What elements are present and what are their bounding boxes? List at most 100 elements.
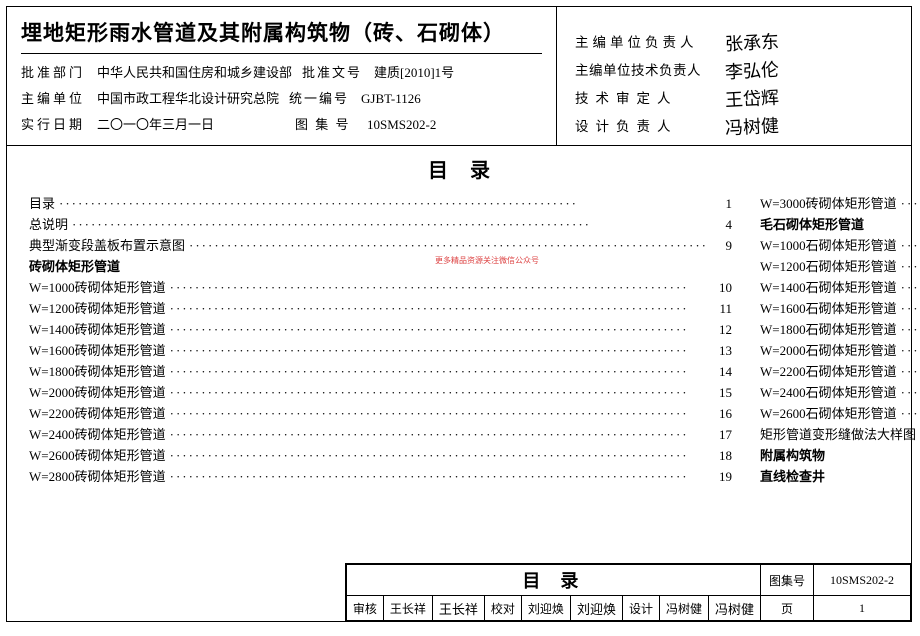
review-label: 审核	[346, 596, 383, 621]
toc-leader	[170, 340, 708, 361]
toc-leader	[901, 298, 920, 319]
date-label: 实行日期	[21, 112, 93, 138]
toc-label: W=3000砖砌体矩形管道	[760, 193, 897, 214]
toc-label: W=2000石砌体矩形管道	[760, 340, 897, 361]
toc-label: W=2000砖砌体矩形管道	[29, 382, 166, 403]
toc-row: W=1600石砌体矩形管道24	[760, 298, 920, 319]
header-right: 主编单位负责人 张承东 主编单位技术负责人 李弘伦 技术审定人 王岱辉 设计负责…	[557, 7, 911, 145]
toc-row: 直线检查井	[760, 466, 920, 487]
toc-leader	[901, 319, 920, 340]
toc-row: W=3000砖砌体矩形管道20	[760, 193, 920, 214]
toc-row: W=2600石砌体矩形管道29	[760, 403, 920, 424]
footer-block: 目录 图集号 10SMS202-2 审核 王长祥 王长祥 校对 刘迎焕 刘迎焕 …	[345, 563, 911, 621]
toc-leader	[170, 403, 708, 424]
page-frame: 埋地矩形雨水管道及其附属构筑物（砖、石砌体） 批准部门 中华人民共和国住房和城乡…	[6, 6, 912, 622]
header: 埋地矩形雨水管道及其附属构筑物（砖、石砌体） 批准部门 中华人民共和国住房和城乡…	[7, 7, 911, 146]
review-sig: 王长祥	[432, 596, 484, 621]
toc-row: W=1200石砌体矩形管道22	[760, 256, 920, 277]
meta-row-1: 批准部门 中华人民共和国住房和城乡建设部 批准文号 建质[2010]1号	[21, 60, 542, 86]
toc-row: W=1000石砌体矩形管道21	[760, 235, 920, 256]
toc-leader	[170, 361, 708, 382]
toc-label: W=1000石砌体矩形管道	[760, 235, 897, 256]
meta-row-2: 主编单位 中国市政工程华北设计研究总院 统一编号 GJBT-1126	[21, 86, 542, 112]
toc-leader	[170, 382, 708, 403]
toc-leader	[170, 424, 708, 445]
toc-label: W=2600砖砌体矩形管道	[29, 445, 166, 466]
page-no: 1	[814, 596, 911, 621]
toc-row: W=2400石砌体矩形管道28	[760, 382, 920, 403]
toc-label: W=2200石砌体矩形管道	[760, 361, 897, 382]
toc-label: 毛石砌体矩形管道	[760, 214, 864, 235]
toc-leader	[901, 256, 920, 277]
toc-row: W=2200砖砌体矩形管道16	[29, 403, 732, 424]
toc-leader	[901, 277, 920, 298]
approve-no-label: 批准文号	[302, 60, 370, 86]
toc-label: 目录	[29, 193, 55, 214]
toc-leader	[170, 319, 708, 340]
sig1-label: 主编单位负责人	[575, 29, 725, 57]
watermark: 更多精品资源关注微信公众号	[435, 255, 539, 266]
toc-label: W=2400石砌体矩形管道	[760, 382, 897, 403]
toc-row: 毛石砌体矩形管道	[760, 214, 920, 235]
design-label: 设计	[622, 596, 659, 621]
toc-leader	[170, 298, 708, 319]
approve-no: 建质[2010]1号	[374, 60, 454, 86]
toc-title: 目录	[51, 154, 889, 183]
toc-columns: 目录1总说明4典型渐变段盖板布置示意图9砖砌体矩形管道W=1000砖砌体矩形管道…	[29, 193, 889, 487]
toc-row: W=1400砖砌体矩形管道12	[29, 319, 732, 340]
sig4-label: 设计负责人	[575, 113, 725, 141]
toc-row: W=1800石砌体矩形管道25	[760, 319, 920, 340]
sig3-label: 技术审定人	[575, 85, 725, 113]
toc-label: W=1800石砌体矩形管道	[760, 319, 897, 340]
toc-page: 9	[712, 235, 732, 256]
review-name: 王长祥	[383, 596, 432, 621]
toc-label: W=1000砖砌体矩形管道	[29, 277, 166, 298]
toc-label: W=2400砖砌体矩形管道	[29, 424, 166, 445]
toc-leader	[901, 361, 920, 382]
unicode-label: 统一编号	[289, 86, 357, 112]
toc-col-2: W=3000砖砌体矩形管道20毛石砌体矩形管道W=1000石砌体矩形管道21W=…	[760, 193, 920, 487]
footer-atlas-label: 图集号	[761, 565, 814, 596]
toc-label: 矩形管道变形缝做法大样图	[760, 424, 916, 445]
sig-row-2: 主编单位技术负责人 李弘伦	[575, 57, 901, 85]
sig-row-1: 主编单位负责人 张承东	[575, 29, 901, 57]
toc-label: W=1800砖砌体矩形管道	[29, 361, 166, 382]
toc-leader	[170, 466, 708, 487]
atlas-label: 图 集 号	[295, 112, 363, 138]
toc-leader	[170, 445, 708, 466]
unicode: GJBT-1126	[361, 86, 421, 112]
proof-name: 刘迎焕	[521, 596, 570, 621]
toc-label: 典型渐变段盖板布置示意图	[29, 235, 185, 256]
sig1: 张承东	[724, 28, 779, 59]
sig2: 李弘伦	[724, 56, 779, 87]
sig-row-4: 设计负责人 冯树健	[575, 113, 901, 141]
toc-page: 10	[712, 277, 732, 298]
toc-leader	[901, 382, 920, 403]
toc-row: 砖砌体矩形管道	[29, 256, 732, 277]
toc-col-1: 目录1总说明4典型渐变段盖板布置示意图9砖砌体矩形管道W=1000砖砌体矩形管道…	[29, 193, 732, 487]
design-sig: 冯树健	[708, 596, 760, 621]
header-left: 埋地矩形雨水管道及其附属构筑物（砖、石砌体） 批准部门 中华人民共和国住房和城乡…	[7, 7, 557, 145]
toc-label: W=2200砖砌体矩形管道	[29, 403, 166, 424]
toc-row: W=2800砖砌体矩形管道19	[29, 466, 732, 487]
design-name: 冯树健	[659, 596, 708, 621]
toc-row: W=2000砖砌体矩形管道15	[29, 382, 732, 403]
toc-row: 总说明 4	[29, 214, 732, 235]
editor: 中国市政工程华北设计研究总院	[97, 86, 279, 112]
sig4: 冯树健	[724, 112, 779, 143]
toc-row: 附属构筑物	[760, 445, 920, 466]
meta-row-3: 实行日期 二〇一〇年三月一日 图 集 号 10SMS202-2	[21, 112, 542, 138]
toc-row: W=1400石砌体矩形管道23	[760, 277, 920, 298]
toc-page: 13	[712, 340, 732, 361]
approve-dept-label: 批准部门	[21, 60, 93, 86]
toc-page: 4	[712, 214, 732, 235]
toc-label: W=1600石砌体矩形管道	[760, 298, 897, 319]
toc-label: W=1400砖砌体矩形管道	[29, 319, 166, 340]
toc-label: 总说明	[29, 214, 68, 235]
proof-sig: 刘迎焕	[570, 596, 622, 621]
toc-leader	[901, 235, 920, 256]
toc-row: 矩形管道变形缝做法大样图30	[760, 424, 920, 445]
toc-leader	[170, 277, 708, 298]
toc-label: W=2800砖砌体矩形管道	[29, 466, 166, 487]
toc-leader	[901, 403, 920, 424]
